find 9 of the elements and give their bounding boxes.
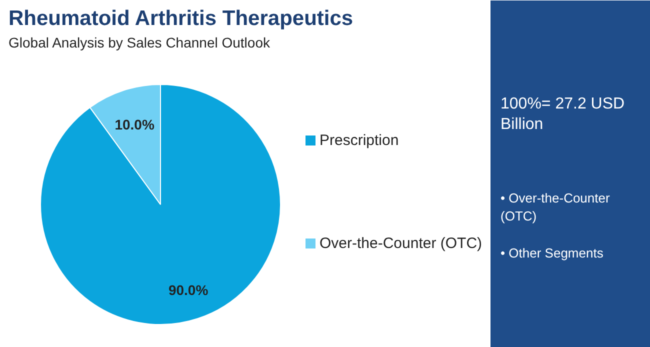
data-label: 10.0% — [114, 116, 155, 133]
text: • Other Segments — [500, 246, 604, 260]
text: 100%= 27.2 USD Billion — [500, 96, 625, 133]
text: • Over-the-Counter (OTC) — [500, 190, 610, 224]
data-label: 90.0% — [168, 282, 209, 298]
chart-title: Rheumatoid Arthritis Therapeutics — [8, 7, 354, 30]
chart-subtitle: Global Analysis by Sales Channel Outlook — [8, 34, 271, 50]
legend-label: Prescription — [320, 132, 399, 149]
legend-label: Over-the-Counter (OTC) — [320, 235, 482, 252]
